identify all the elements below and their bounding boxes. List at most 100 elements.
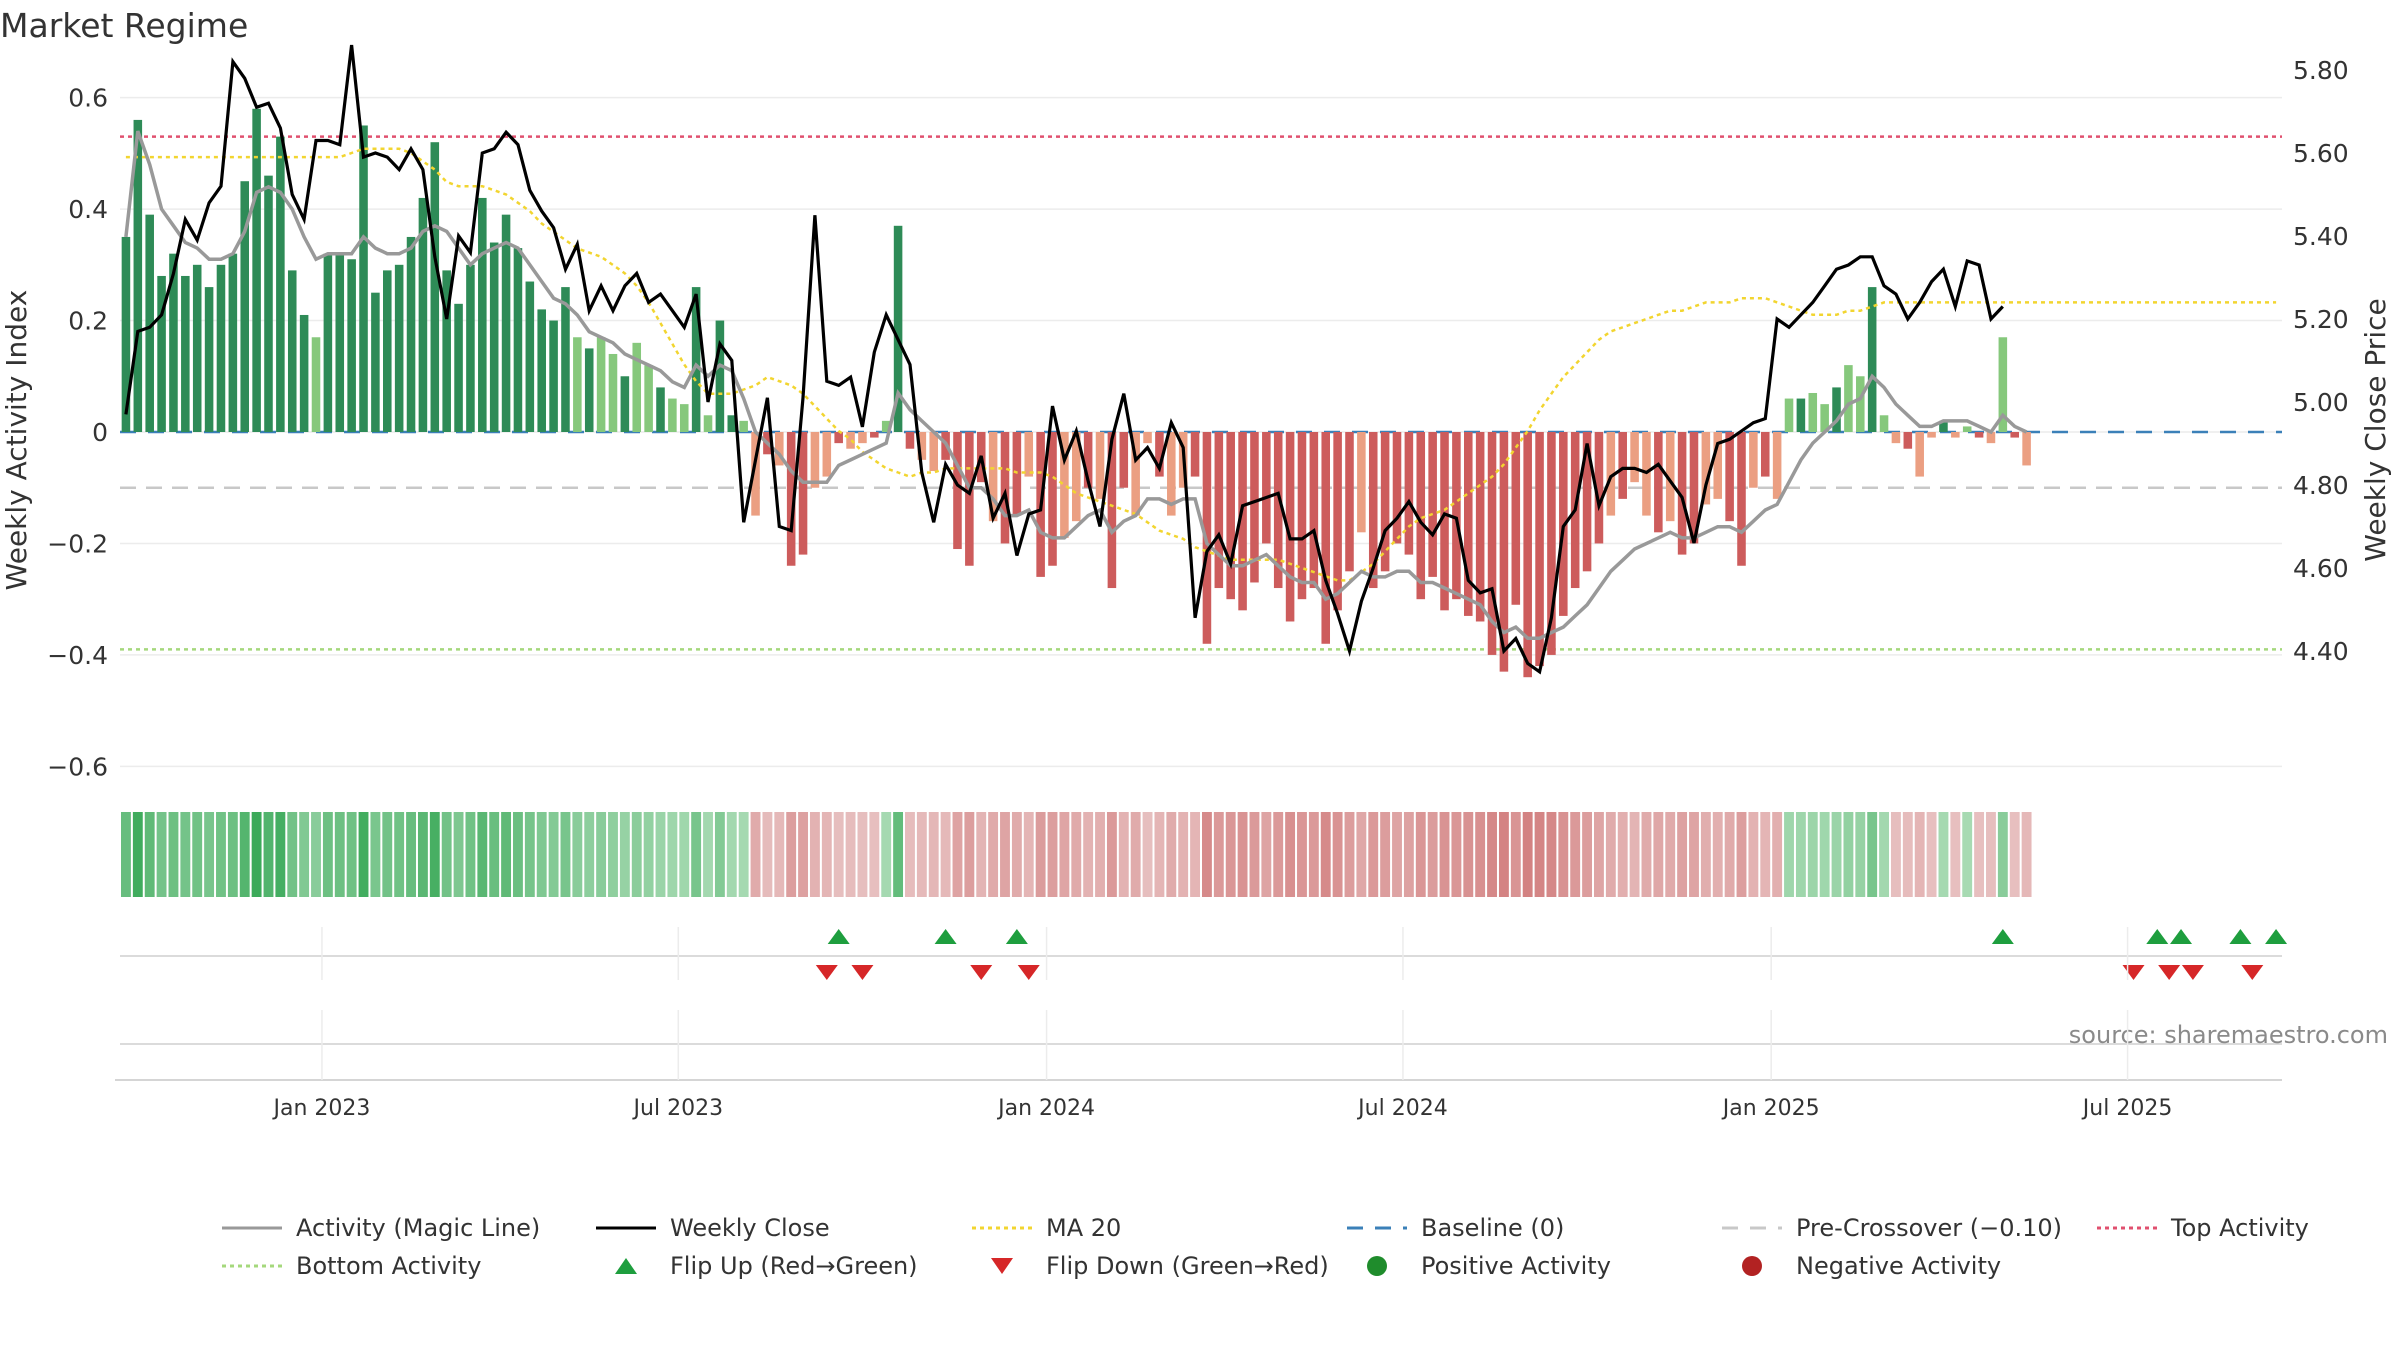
heat-strip-cell — [1582, 812, 1593, 897]
activity-bar — [929, 432, 938, 472]
activity-bar — [988, 432, 998, 522]
heat-strip-cell — [1736, 812, 1747, 897]
flip-down-marker — [970, 965, 993, 980]
heat-strip-cell — [204, 812, 215, 897]
heat-strip-cell — [1142, 812, 1153, 897]
heat-strip-cell — [441, 812, 452, 897]
activity-bar — [1167, 432, 1176, 516]
activity-bar — [1440, 432, 1449, 611]
heat-strip-cell — [1902, 812, 1913, 897]
x-tick-label: Jan 2025 — [1721, 1096, 1820, 1121]
activity-bar — [917, 432, 927, 460]
heat-strip-cell — [750, 812, 761, 897]
activity-bar — [858, 432, 867, 444]
activity-bar — [822, 432, 832, 477]
heat-strip-cell — [1011, 812, 1022, 897]
heat-strip-cell — [1653, 812, 1664, 897]
activity-bar — [561, 287, 570, 432]
heat-strip-cell — [1855, 812, 1866, 897]
y-right-tick-label: 5.80 — [2293, 56, 2349, 85]
activity-bar — [1380, 432, 1390, 572]
activity-bar — [1630, 432, 1639, 483]
activity-bar — [1368, 432, 1378, 589]
heat-strip-cell — [275, 812, 286, 897]
activity-bar — [1131, 432, 1140, 516]
activity-bar — [1915, 432, 1924, 477]
heat-strip-cell — [952, 812, 963, 897]
activity-bar — [501, 214, 511, 432]
heat-strip-cell — [833, 812, 844, 897]
x-tick-label: Jan 2023 — [271, 1096, 370, 1121]
activity-bar — [1784, 398, 1794, 432]
activity-bar — [834, 432, 843, 444]
heat-strip-cell — [1047, 812, 1058, 897]
heat-strip-cell — [1000, 812, 1010, 897]
activity-bar — [1416, 432, 1426, 600]
heat-strip-cell — [1415, 812, 1426, 897]
heat-strip-cell — [406, 812, 416, 897]
activity-bar — [1475, 432, 1485, 622]
heat-strip-cell — [1926, 812, 1937, 897]
activity-bar — [1689, 432, 1699, 544]
heat-strip-cell — [192, 812, 203, 897]
heat-strip-cell — [1748, 812, 1759, 897]
heat-strip-cell — [1594, 812, 1604, 897]
heat-strip-cell — [1380, 812, 1391, 897]
flip-down-marker — [2158, 965, 2181, 980]
legend-swatch — [1367, 1256, 1387, 1276]
heat-strip-cell — [1522, 812, 1533, 897]
activity-bar — [1808, 392, 1818, 432]
activity-bar — [1998, 337, 2008, 432]
heat-strip-cell — [1819, 812, 1830, 897]
heat-strip-cell — [121, 812, 131, 897]
activity-bar — [881, 420, 891, 432]
y-left-tick-label: 0.2 — [68, 307, 108, 336]
heat-strip-cell — [1403, 812, 1414, 897]
regime-heat-strip — [121, 812, 2032, 897]
legend-label: Pre-Crossover (−0.10) — [1796, 1214, 2062, 1242]
heat-strip-cell — [857, 812, 868, 897]
legend-item: MA 20 — [972, 1214, 1121, 1242]
activity-bar — [1939, 420, 1948, 432]
activity-bar — [383, 270, 392, 432]
activity-bar — [775, 432, 784, 466]
legend-label: Positive Activity — [1421, 1252, 1611, 1280]
y-right-tick-label: 5.00 — [2293, 388, 2349, 417]
flip-markers — [815, 929, 2288, 980]
heat-strip-cell — [453, 812, 464, 897]
activity-bar — [1262, 432, 1271, 544]
legend-item: Positive Activity — [1367, 1252, 1611, 1280]
activity-bar — [1000, 432, 1010, 544]
heat-strip-cell — [988, 812, 999, 897]
activity-bar — [287, 270, 297, 432]
activity-bar — [121, 236, 131, 432]
heat-strip-cell — [1332, 812, 1343, 897]
heat-strip-cell — [1261, 812, 1272, 897]
heat-strip-cell — [156, 812, 167, 897]
heat-strip-cell — [1213, 812, 1224, 897]
flip-down-marker — [2181, 965, 2204, 980]
activity-bar — [1760, 432, 1770, 477]
heat-strip-cell — [1890, 812, 1901, 897]
activity-bar — [1582, 432, 1592, 572]
heat-strip-cell — [560, 812, 571, 897]
heat-strip-cell — [1938, 812, 1949, 897]
activity-bar — [1618, 432, 1627, 499]
activity-bar — [323, 253, 333, 432]
heat-strip-cell — [1867, 812, 1878, 897]
y-right-tick-label: 5.60 — [2293, 139, 2349, 168]
y-right-tick-label: 4.80 — [2293, 471, 2349, 500]
activity-bar — [430, 142, 440, 433]
heat-strip-cell — [1629, 812, 1640, 897]
heat-strip-cell — [667, 812, 678, 897]
heat-strip-cell — [1974, 812, 1985, 897]
heat-strip-cell — [940, 812, 951, 897]
activity-bar — [656, 387, 665, 432]
heat-strip-cell — [1225, 812, 1236, 897]
activity-bar — [1523, 432, 1532, 678]
heat-strip-cell — [311, 812, 321, 897]
activity-bar — [1273, 432, 1283, 589]
activity-bar — [596, 337, 606, 432]
activity-bar — [1309, 432, 1319, 589]
heat-strip-cell — [1546, 812, 1557, 897]
